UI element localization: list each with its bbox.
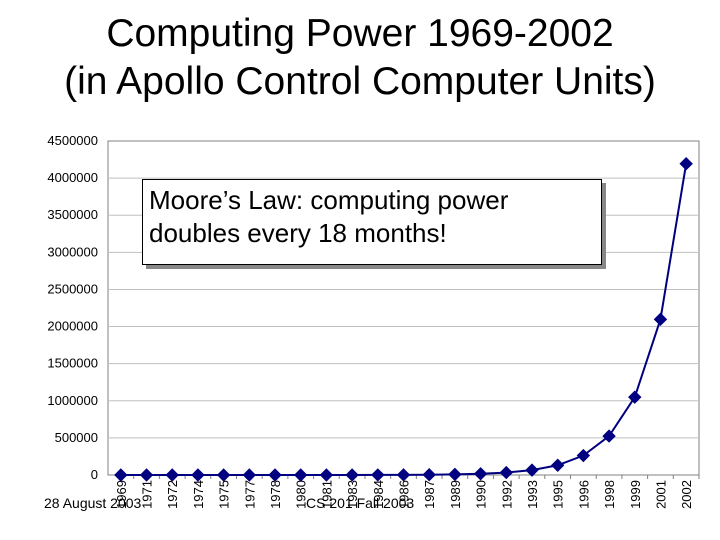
data-point-marker [268,468,282,482]
data-point-marker [242,468,257,482]
data-point-marker [216,468,231,482]
x-tick-label: 1983 [345,480,360,509]
data-series [114,156,693,482]
x-tick-label: 1975 [217,480,232,509]
x-tick-label: 1977 [242,480,257,509]
x-tick-label: 1993 [525,480,540,509]
x-tick-label: 1974 [191,480,206,509]
x-tick-label: 1990 [474,480,489,509]
data-point-marker [294,468,308,482]
y-tick-label: 3500000 [47,207,98,222]
y-tick-label: 2000000 [47,319,98,334]
y-tick-label: 4000000 [47,170,98,185]
x-tick-label: 1969 [114,480,129,509]
data-point-marker [345,468,359,482]
x-tick-label: 1978 [268,480,283,509]
y-tick-label: 1500000 [47,356,98,371]
x-tick-label: 1996 [576,480,591,509]
x-tick-label: 1981 [319,480,334,509]
footer-date: 28 August 2003 [44,495,142,511]
data-point-marker [473,467,488,481]
y-tick-label: 3000000 [47,244,98,259]
x-tick-label: 1998 [602,480,617,509]
x-tick-label: 1995 [551,480,566,509]
x-tick-label: 1992 [499,480,514,509]
y-tick-label: 500000 [55,430,98,445]
data-point-marker [422,467,436,482]
y-tick-label: 0 [91,467,98,482]
x-tick-label: 2002 [679,480,694,509]
data-point-marker [679,156,693,171]
data-point-marker [602,429,616,443]
callout-line-2: doubles every 18 months! [149,218,447,248]
callout-line-1: Moore’s Law: computing power [149,185,509,215]
title-line-1: Computing Power 1969-2002 [106,12,614,55]
chart-title: Computing Power 1969-2002 (in Apollo Con… [0,10,720,106]
data-point-marker [191,468,205,482]
data-point-marker [396,468,411,482]
x-tick-label: 1986 [397,480,412,509]
data-point-marker [448,467,462,482]
x-tick-label: 1987 [422,480,437,509]
data-point-marker [165,468,179,482]
y-tick-label: 2500000 [47,281,98,296]
footer-course: CS 201 Fall 2003 [306,495,415,511]
data-point-marker [525,463,539,477]
moores-law-callout: Moore’s Law: computing power doubles eve… [142,179,602,265]
x-tick-label: 1972 [165,480,180,509]
data-point-marker [653,312,668,327]
x-tick-label: 1999 [628,480,643,509]
x-tick-label: 2001 [653,480,668,509]
y-axis-tick-labels: 0 500000 1000000 1500000 2000000 2500000 30000… [47,133,98,482]
y-tick-label: 1000000 [47,393,98,408]
data-point-marker [628,390,642,404]
data-point-marker [576,448,591,463]
data-point-marker [139,468,154,482]
x-axis-tick-labels: 1969 1971 1972 1974 1975 1977 1978 1980 1981 1983… [114,475,700,509]
data-point-marker [371,468,385,482]
x-tick-label: 1989 [448,480,463,509]
x-tick-label: 1971 [140,480,155,509]
y-tick-label: 4500000 [47,133,98,148]
data-point-marker [499,465,513,480]
x-tick-label: 1980 [294,480,309,509]
data-point-marker [319,468,334,482]
data-point-marker [114,468,128,482]
title-line-2: (in Apollo Control Computer Units) [64,60,656,103]
data-point-marker [550,458,565,472]
x-tick-label: 1984 [371,480,386,509]
